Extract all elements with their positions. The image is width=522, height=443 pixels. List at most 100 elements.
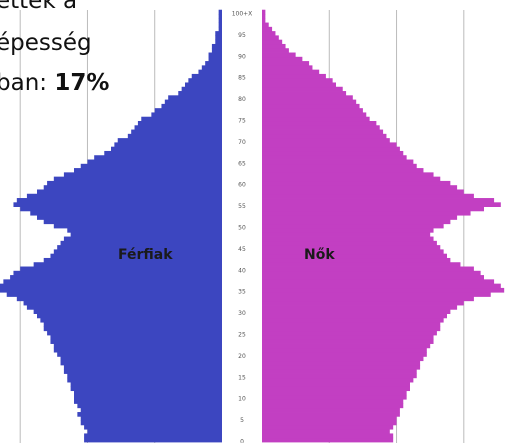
bar [211,48,222,53]
bar [67,228,222,233]
bar [33,309,222,314]
bar [262,317,444,323]
bar [262,275,484,280]
bar [262,95,353,100]
bar [47,180,222,186]
annotation: ban: [0,70,47,96]
age-label: 85 [238,75,246,82]
age-label: 70 [238,139,246,146]
bar [262,56,303,62]
age-label: 55 [238,203,246,210]
bar [262,125,380,130]
bar [80,163,223,169]
annotation: ettek a [0,0,77,14]
bar [70,386,223,392]
bar [57,352,222,357]
bar [262,206,484,212]
bar [262,335,434,340]
bar [262,262,461,267]
series-label: Férfiak [118,247,173,263]
bar [218,18,222,23]
bar [131,129,222,135]
bar [211,43,222,49]
bar [262,138,390,143]
bar [262,429,390,434]
bar [74,399,222,404]
series-label: Nők [304,247,335,263]
bar [84,437,222,443]
bar [262,253,447,259]
bar [37,215,222,220]
bar [262,228,434,233]
bar [63,364,223,370]
bar [13,202,223,207]
bar [33,262,222,267]
bar [262,377,414,383]
bar [262,163,417,169]
bar [262,210,471,216]
bar [30,210,222,216]
bar [262,283,501,289]
bar [168,95,222,100]
bar [262,305,458,310]
bar [262,155,407,160]
bar [218,26,222,32]
bar [262,116,370,122]
bar [201,65,222,71]
bar [87,159,222,165]
bar [262,112,367,118]
age-label: 20 [238,353,246,360]
bar [262,103,360,109]
bar [262,82,336,88]
age-label: 75 [238,118,246,125]
bar [80,407,223,413]
bar [50,339,222,344]
bar [94,155,222,160]
age-label: 65 [238,160,246,167]
bar [262,245,441,250]
bar [262,35,279,41]
bar [77,403,222,409]
age-label: 10 [238,396,246,403]
bar [262,416,397,421]
bar [262,185,458,190]
bar [262,150,404,156]
age-label: 60 [238,182,246,189]
bar [262,176,441,182]
bar [53,249,223,255]
bar [50,335,222,340]
bar [53,347,223,353]
bar [84,433,222,439]
bar [262,43,286,49]
bar [262,360,421,366]
bar [37,313,222,319]
age-label: 15 [238,374,246,381]
bar [191,73,222,79]
age-label: 90 [238,53,246,60]
bar [141,116,222,122]
bar [262,232,431,237]
bar [80,420,223,426]
annotation: ban: 17% [0,70,109,96]
bar [262,180,451,186]
bar [262,78,333,83]
bar [74,168,222,173]
bar [70,232,223,237]
bar [262,22,269,28]
bar [57,245,222,250]
bar [188,78,222,83]
bar [262,424,394,430]
bar [262,313,447,319]
bar [20,266,222,272]
bar [87,429,222,434]
bar [262,343,431,349]
bar [70,382,223,387]
bar [262,18,266,23]
bar [117,138,222,143]
age-label: 45 [238,246,246,253]
bar [262,407,400,413]
bar [262,390,407,396]
bar [262,99,357,105]
bar [215,35,222,41]
bar [262,121,377,126]
